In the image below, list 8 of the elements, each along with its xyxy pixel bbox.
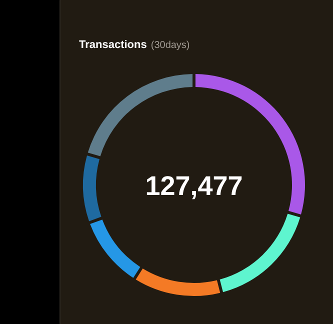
donut-slice — [220, 214, 300, 292]
text: 127,477 — [145, 171, 243, 201]
chart-title: Transactions — [79, 39, 147, 51]
donut-slice — [88, 74, 193, 156]
donut-slice — [136, 268, 220, 296]
donut-slice — [83, 155, 102, 222]
donut-slice — [90, 220, 140, 278]
chart-subtitle: (30days) — [150, 40, 190, 51]
